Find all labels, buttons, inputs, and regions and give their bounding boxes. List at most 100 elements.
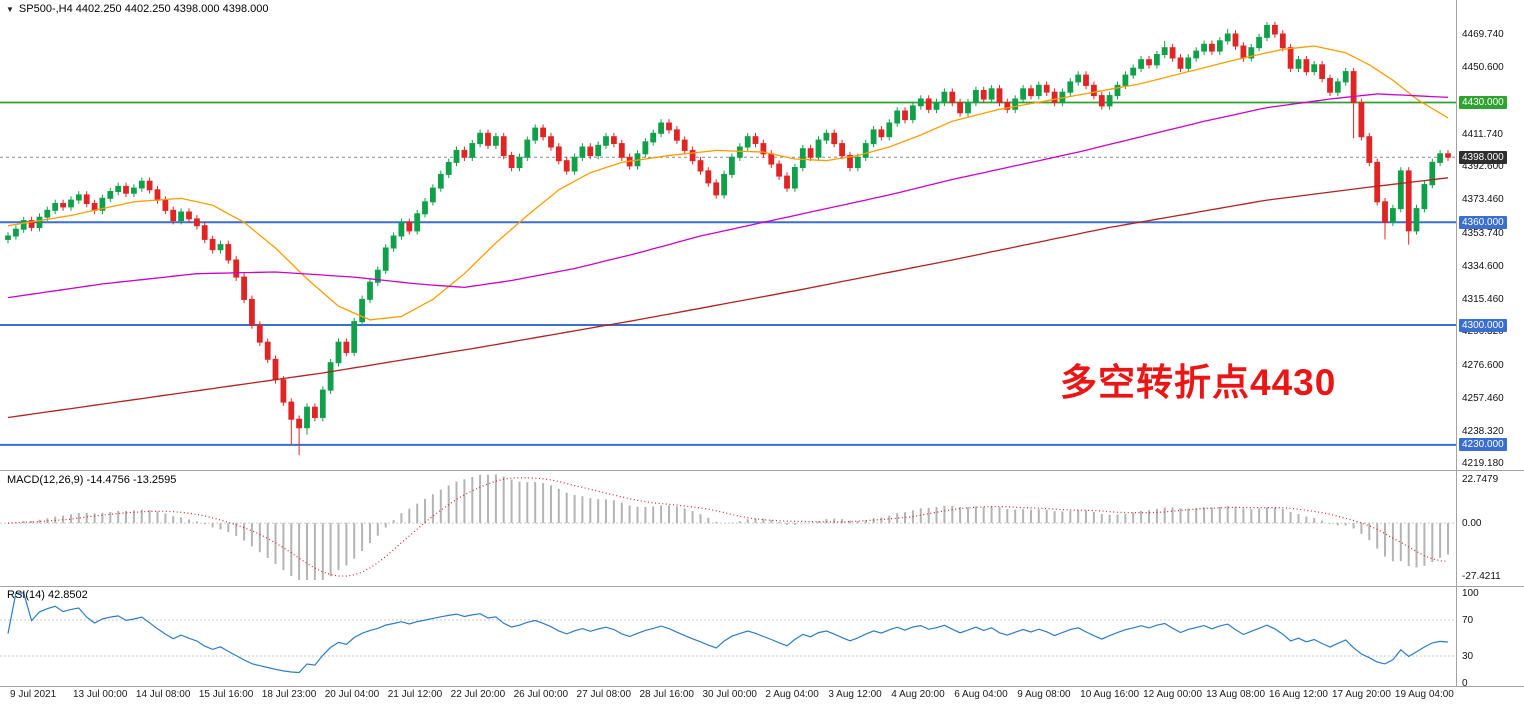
rsi-pane[interactable] bbox=[0, 586, 1456, 686]
rsi-tick: 70 bbox=[1462, 615, 1474, 626]
candle-body bbox=[1350, 71, 1357, 103]
candle-body bbox=[910, 105, 916, 121]
candle-body bbox=[60, 203, 67, 208]
candle-body bbox=[689, 149, 696, 162]
candle-body bbox=[917, 98, 924, 107]
candle-body bbox=[1397, 170, 1404, 210]
candle-body bbox=[1216, 40, 1223, 52]
candle-body bbox=[823, 132, 830, 141]
chart-annotation-text: 多空转折点4430 bbox=[1060, 362, 1337, 403]
candle-body bbox=[249, 298, 255, 326]
candle-body bbox=[1209, 43, 1215, 52]
candle-body bbox=[1083, 74, 1089, 86]
candle-body bbox=[548, 136, 554, 148]
candle-body bbox=[469, 143, 476, 158]
candle-body bbox=[272, 358, 279, 381]
candle-body bbox=[760, 143, 767, 155]
candle-body bbox=[233, 259, 240, 278]
pane-separator[interactable] bbox=[0, 586, 1524, 587]
candle-body bbox=[729, 156, 735, 175]
price-tick: 4315.460 bbox=[1462, 293, 1504, 305]
candle-body bbox=[642, 141, 649, 155]
candle-body bbox=[815, 139, 822, 158]
price-axis[interactable]: 4469.740 4450.600 4411.740 4392.600 4373.460… bbox=[1457, 0, 1524, 706]
time-label: 9 Aug 08:00 bbox=[1017, 689, 1071, 700]
symbol-ohlc-text: SP500-,H4 4402.250 4402.250 4398.000 439… bbox=[18, 3, 269, 15]
price-tick: 4257.460 bbox=[1462, 392, 1504, 404]
candle-body bbox=[618, 143, 625, 158]
candle-body bbox=[170, 209, 177, 222]
candle-body bbox=[949, 91, 956, 103]
candle-body bbox=[1130, 67, 1137, 76]
candle-body bbox=[571, 156, 578, 172]
candle-body bbox=[1421, 184, 1428, 210]
symbol-dropdown-icon[interactable]: ▼ bbox=[6, 4, 14, 14]
time-axis[interactable]: 9 Jul 2021 13 Jul 00:00 14 Jul 08:00 15 Jul… bbox=[0, 689, 1524, 705]
candle-body bbox=[493, 136, 499, 146]
candle-body bbox=[1075, 74, 1082, 83]
candle-body bbox=[194, 218, 200, 227]
candle-body bbox=[1224, 33, 1231, 42]
price-tick: 4296.320 bbox=[1462, 326, 1504, 338]
candle-body bbox=[854, 156, 861, 169]
candle-body bbox=[736, 146, 743, 158]
candle-body bbox=[36, 216, 43, 228]
time-label: 12 Aug 00:00 bbox=[1143, 689, 1203, 700]
candle-body bbox=[351, 321, 358, 353]
candle-body bbox=[107, 191, 114, 199]
candle-body bbox=[201, 225, 208, 240]
price-tick: 4373.460 bbox=[1462, 194, 1504, 206]
candle-body bbox=[445, 161, 452, 175]
rsi-indicator-label: RSI(14) 42.8502 bbox=[7, 589, 88, 601]
time-label: 17 Aug 20:00 bbox=[1331, 689, 1391, 700]
candle-body bbox=[178, 211, 184, 222]
macd-indicator-label: MACD(12,26,9) -14.4756 -13.2595 bbox=[7, 474, 177, 486]
candle-body bbox=[595, 144, 602, 157]
candle-body bbox=[398, 221, 405, 237]
price-pane[interactable] bbox=[0, 0, 1456, 470]
candle-body bbox=[1405, 170, 1412, 232]
macd-pane[interactable] bbox=[0, 470, 1456, 586]
candle-body bbox=[430, 187, 436, 203]
candle-body bbox=[862, 143, 869, 158]
candle-body bbox=[831, 132, 838, 145]
candle-body bbox=[52, 203, 59, 211]
candle-body bbox=[996, 88, 1003, 104]
price-tick: 4411.740 bbox=[1462, 128, 1503, 140]
time-label: 27 Jul 08:00 bbox=[576, 689, 632, 700]
candle-body bbox=[500, 136, 507, 156]
candle-body bbox=[540, 127, 547, 138]
candle-body bbox=[1098, 95, 1105, 107]
candle-body bbox=[988, 88, 995, 100]
candle-body bbox=[603, 136, 609, 146]
candle-body bbox=[335, 341, 342, 364]
price-tick: 4353.740 bbox=[1462, 228, 1504, 240]
time-label: 21 Jul 12:00 bbox=[387, 689, 443, 700]
candle-body bbox=[1028, 88, 1034, 97]
candle-body bbox=[886, 122, 893, 138]
candle-body bbox=[374, 269, 381, 283]
candle-body bbox=[138, 180, 145, 189]
candle-body bbox=[1232, 33, 1239, 47]
candle-body bbox=[705, 170, 712, 184]
candle-body bbox=[1114, 84, 1121, 97]
candle-body bbox=[1374, 161, 1381, 203]
candle-body bbox=[1035, 84, 1042, 97]
candle-body bbox=[1287, 47, 1294, 69]
symbol-header: ▼ SP500-,H4 4402.250 4402.250 4398.000 4… bbox=[6, 3, 268, 15]
candle-body bbox=[768, 153, 775, 165]
time-label: 15 Jul 16:00 bbox=[198, 689, 254, 700]
candle-body bbox=[1122, 74, 1129, 86]
candle-body bbox=[99, 197, 106, 211]
time-label: 13 Jul 00:00 bbox=[72, 689, 128, 700]
price-tick: 4276.600 bbox=[1462, 360, 1504, 372]
price-badge-4398: 4398.000 bbox=[1459, 150, 1507, 164]
time-label: 4 Aug 20:00 bbox=[891, 689, 945, 700]
candle-body bbox=[1193, 50, 1200, 59]
candle-body bbox=[555, 146, 562, 162]
candle-body bbox=[697, 160, 704, 172]
pane-separator[interactable] bbox=[0, 470, 1524, 471]
pane-separator[interactable] bbox=[0, 686, 1524, 687]
candle-body bbox=[508, 155, 515, 168]
candle-body bbox=[1138, 59, 1144, 69]
